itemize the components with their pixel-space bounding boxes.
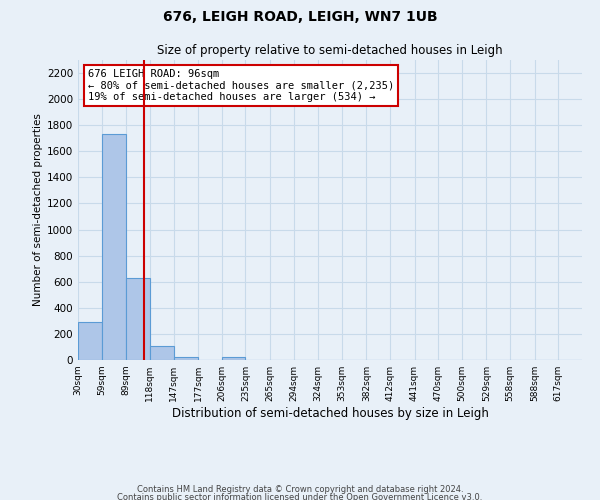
Text: 676, LEIGH ROAD, LEIGH, WN7 1UB: 676, LEIGH ROAD, LEIGH, WN7 1UB — [163, 10, 437, 24]
Text: Contains public sector information licensed under the Open Government Licence v3: Contains public sector information licen… — [118, 492, 482, 500]
Title: Size of property relative to semi-detached houses in Leigh: Size of property relative to semi-detach… — [157, 44, 503, 58]
Bar — [150, 346, 173, 360]
Bar — [101, 134, 126, 360]
Bar — [78, 322, 101, 360]
Bar — [126, 278, 150, 360]
X-axis label: Distribution of semi-detached houses by size in Leigh: Distribution of semi-detached houses by … — [172, 407, 488, 420]
Bar — [173, 356, 198, 360]
Bar — [222, 356, 245, 360]
Y-axis label: Number of semi-detached properties: Number of semi-detached properties — [33, 114, 43, 306]
Text: 676 LEIGH ROAD: 96sqm
← 80% of semi-detached houses are smaller (2,235)
19% of s: 676 LEIGH ROAD: 96sqm ← 80% of semi-deta… — [88, 69, 394, 102]
Text: Contains HM Land Registry data © Crown copyright and database right 2024.: Contains HM Land Registry data © Crown c… — [137, 486, 463, 494]
